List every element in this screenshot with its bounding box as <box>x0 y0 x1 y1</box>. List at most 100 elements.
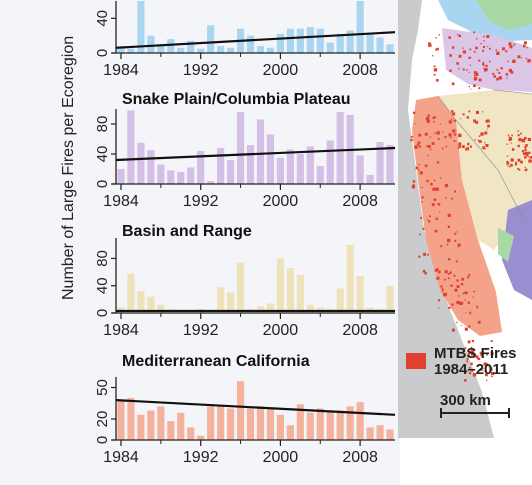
fire-dot <box>480 353 483 357</box>
fire-dot <box>426 145 428 147</box>
bar-1995 <box>227 160 235 184</box>
fire-dot <box>524 156 527 159</box>
fire-dot <box>469 48 472 51</box>
bar-2003 <box>306 27 314 53</box>
bar-1994 <box>217 46 225 53</box>
fire-dot <box>473 51 476 53</box>
y-tick-label: 40 <box>94 10 111 27</box>
fire-dot <box>489 47 491 50</box>
fire-dot <box>424 132 428 136</box>
fire-dot <box>520 160 523 164</box>
fire-dot <box>517 167 519 170</box>
fire-dot <box>427 254 429 256</box>
fire-dot <box>483 35 485 38</box>
fire-dot <box>457 245 459 248</box>
fire-dot <box>431 203 435 206</box>
bar-1995 <box>227 47 235 53</box>
fire-dot <box>468 371 472 375</box>
fire-dot <box>476 38 478 40</box>
fire-dot <box>443 278 446 281</box>
fire-dot <box>486 35 490 38</box>
bar-2001 <box>286 425 294 440</box>
fire-dot <box>482 368 484 370</box>
fire-dot <box>458 34 461 38</box>
fire-dot <box>462 293 464 295</box>
fire-dot <box>433 73 436 76</box>
fire-dot <box>429 136 432 138</box>
fire-dot <box>508 42 512 46</box>
fire-dot <box>477 139 480 142</box>
fire-dot <box>474 75 476 77</box>
fire-dot <box>437 138 440 140</box>
fire-dot <box>476 305 478 307</box>
fire-dot <box>483 40 485 42</box>
fire-dot <box>456 62 459 65</box>
fire-dot <box>492 340 494 342</box>
fire-dot <box>505 73 509 76</box>
fire-dot <box>436 161 440 164</box>
fire-dot <box>493 75 496 78</box>
fire-dot <box>483 46 486 49</box>
fire-dot <box>456 279 459 282</box>
fire-dot <box>454 239 457 242</box>
fire-dot <box>510 164 513 167</box>
map-panel <box>398 0 532 438</box>
fire-dot <box>458 142 462 146</box>
fire-dot <box>433 198 437 201</box>
bar-1998 <box>256 119 265 184</box>
bar-2002 <box>296 28 304 53</box>
chart-panel-2: Snake Plain/Columbia Plateau 0 40 80 1984 199… <box>94 91 396 210</box>
bar-1984 <box>117 46 125 53</box>
fire-dot <box>455 260 458 263</box>
fire-dot <box>445 145 448 148</box>
bar-2007 <box>346 244 354 313</box>
bar-1992 <box>197 48 205 53</box>
bar-2002 <box>296 404 304 440</box>
fire-dot <box>485 348 488 351</box>
bar-1984 <box>117 169 125 184</box>
fire-dot <box>428 42 431 45</box>
fire-dot <box>509 45 513 49</box>
fire-dot <box>508 136 510 138</box>
fire-dot <box>423 252 427 256</box>
bar-1996 <box>236 262 245 313</box>
x-tick-label: 1992 <box>183 62 219 79</box>
fire-dot <box>447 277 450 280</box>
fire-dot <box>436 276 440 280</box>
bar-2004 <box>316 28 324 53</box>
fire-dot <box>520 132 522 135</box>
fire-dot <box>484 131 488 135</box>
fire-dot <box>526 47 528 49</box>
fire-dot <box>426 179 429 183</box>
fire-dot <box>447 225 450 228</box>
bar-1994 <box>217 287 225 313</box>
bar-2000 <box>276 414 284 440</box>
fire-dot <box>427 154 429 157</box>
fire-dot <box>467 340 471 344</box>
bar-1993 <box>207 181 215 184</box>
panel-title: Basin and Range <box>122 223 252 240</box>
bar-1990 <box>177 172 185 184</box>
fire-dot <box>475 110 479 114</box>
fire-dot <box>473 71 478 75</box>
fire-dot <box>463 292 465 294</box>
fire-dot <box>502 47 505 51</box>
bar-1992 <box>197 435 205 440</box>
bar-1989 <box>167 39 175 53</box>
fire-dot <box>434 132 436 134</box>
fire-dot <box>484 148 486 150</box>
fire-dot <box>466 360 469 363</box>
fire-dot <box>444 136 447 139</box>
fire-dot <box>518 168 521 171</box>
fire-dot <box>483 67 485 69</box>
fire-dot <box>435 37 437 39</box>
fire-dot <box>433 65 436 68</box>
fire-dot <box>448 36 451 39</box>
fire-dot <box>451 303 454 306</box>
bar-2001 <box>286 268 294 313</box>
fire-dot <box>420 216 423 219</box>
fire-dot <box>464 347 467 349</box>
fire-dot <box>442 131 444 133</box>
bar-1986 <box>137 1 145 53</box>
fire-dot <box>453 140 456 142</box>
